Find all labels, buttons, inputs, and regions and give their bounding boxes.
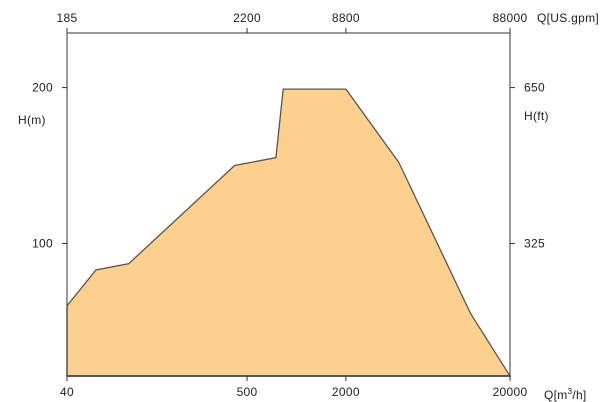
x-bottom-tick-label: 40	[60, 385, 74, 399]
y-right-tick-label: 325	[524, 236, 545, 250]
x-top-tick-label: 185	[57, 11, 78, 25]
y-left-tick-label: 100	[32, 236, 53, 250]
axes	[66, 32, 511, 377]
plot-area	[66, 88, 512, 377]
x-top-tick-label: 88000	[493, 11, 528, 25]
y-right-tick-label: 650	[524, 81, 545, 95]
x-axis-top-label: Q[US.gpm]	[537, 11, 599, 25]
x-bottom-tick-label: 2000	[332, 385, 360, 399]
performance-area	[66, 88, 512, 377]
x-bottom-tick-label: 500	[237, 385, 258, 399]
x-top-tick-label: 8800	[332, 11, 360, 25]
x-bottom-tick-label: 20000	[493, 385, 528, 399]
ticks: 40 500 2000 20000 185 2200 8800 88000 100 200 325 6…	[32, 11, 545, 399]
x-top-tick-label: 2200	[233, 11, 261, 25]
y-left-tick-label: 200	[32, 81, 53, 95]
x-axis-bottom-label: Q[m3/h]	[544, 387, 587, 402]
axis-labels: H(m) H(ft) Q[US.gpm] Q[m3/h]	[18, 11, 599, 402]
y-axis-left-label: H(m)	[18, 113, 46, 127]
y-axis-right-label: H(ft)	[524, 109, 549, 123]
